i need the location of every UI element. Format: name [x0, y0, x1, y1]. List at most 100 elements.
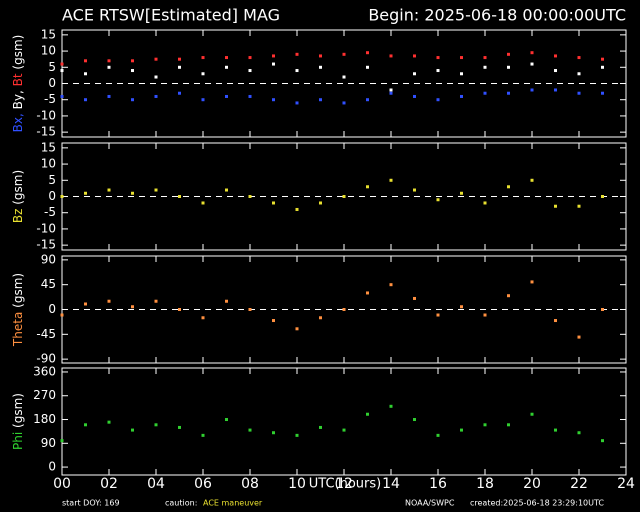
x-tick-label: 18 [476, 476, 494, 492]
data-point [248, 69, 252, 73]
data-point [248, 56, 252, 60]
data-point [178, 425, 181, 429]
data-point [84, 59, 87, 63]
data-point [60, 439, 64, 443]
data-point [201, 98, 205, 102]
data-point [60, 62, 64, 66]
data-point [507, 65, 510, 69]
y-tick-label: -10 [36, 108, 56, 122]
data-point [154, 57, 158, 61]
data-point [507, 52, 510, 56]
data-point [225, 299, 228, 303]
data-point [295, 327, 299, 331]
data-point [436, 98, 440, 102]
y-tick-label: 0 [48, 460, 56, 474]
data-point [60, 69, 64, 73]
data-point [577, 431, 581, 435]
data-point [295, 433, 299, 437]
data-point [295, 207, 299, 211]
data-point [178, 57, 181, 61]
y-tick-label: 90 [41, 252, 56, 266]
y-tick-label: 10 [41, 157, 56, 171]
legend-entry: Bz [11, 209, 25, 224]
data-point [272, 98, 275, 102]
y-axis-label: Phi (gsm) [11, 393, 25, 450]
data-point [178, 308, 181, 311]
data-point [319, 54, 322, 58]
legend-entry: Phi [11, 432, 25, 450]
data-point [131, 305, 134, 309]
x-tick-label: 20 [523, 476, 541, 492]
x-tick-label: 16 [429, 476, 447, 492]
y-axis-label: Bx, By, Bt (gsm) [11, 35, 25, 133]
data-point [131, 191, 134, 195]
data-point [413, 188, 416, 192]
y-axis-unit: (gsm) [11, 393, 25, 428]
y-tick-label: 180 [33, 412, 56, 426]
data-point [366, 65, 369, 69]
data-point [554, 54, 557, 58]
y-tick-label: 360 [33, 364, 56, 378]
data-point [460, 72, 463, 76]
data-point [601, 439, 604, 443]
data-point [201, 72, 205, 76]
data-point [131, 98, 134, 102]
data-point [577, 335, 581, 339]
data-point [507, 91, 510, 95]
data-point [460, 56, 463, 60]
y-tick-label: 15 [41, 27, 56, 41]
data-point [295, 69, 299, 73]
x-tick-label: 14 [382, 476, 400, 492]
data-point [272, 431, 275, 435]
y-tick-label: 5 [48, 173, 56, 187]
data-point [460, 428, 463, 432]
y-tick-label: -45 [36, 327, 56, 341]
y-tick-label: -5 [44, 205, 56, 219]
data-point [389, 88, 393, 92]
data-point [530, 62, 534, 66]
data-point [60, 94, 64, 98]
data-point [507, 185, 510, 189]
data-point [84, 72, 87, 76]
y-axis-unit: (gsm) [11, 35, 25, 70]
x-tick-label: 06 [194, 476, 212, 492]
y-tick-label: 0 [48, 189, 56, 203]
data-point [554, 319, 557, 323]
data-point [225, 188, 228, 192]
data-point [530, 178, 534, 182]
data-point [225, 418, 228, 422]
data-point [601, 57, 604, 61]
y-tick-label: 90 [41, 436, 56, 450]
data-point [319, 316, 322, 320]
begin-time: Begin: 2025-06-18 00:00:00UTC [368, 6, 626, 25]
data-point [178, 91, 181, 95]
data-point [84, 302, 87, 306]
y-tick-label: -90 [36, 352, 56, 366]
title: ACE RTSW[Estimated] MAG [62, 6, 280, 25]
data-point [342, 308, 346, 311]
data-point [154, 423, 158, 427]
y-tick-label: 270 [33, 388, 56, 402]
data-point [436, 69, 440, 73]
data-point [601, 308, 604, 311]
x-tick-label: 10 [288, 476, 306, 492]
data-point [366, 412, 369, 416]
maneuver: ACE maneuver [203, 499, 263, 508]
data-point [225, 94, 228, 98]
data-point [295, 52, 299, 56]
data-point [272, 319, 275, 323]
data-point [248, 428, 252, 432]
source: NOAA/SWPC [405, 499, 455, 508]
data-point [436, 56, 440, 60]
legend-entry: Bx, [11, 113, 25, 132]
data-point [319, 98, 322, 102]
y-tick-label: 10 [41, 44, 56, 58]
legend-entry: Bt [11, 73, 25, 86]
data-point [366, 98, 369, 102]
data-point [554, 88, 557, 92]
data-point [272, 62, 275, 66]
data-point [248, 308, 252, 311]
x-tick-label: 22 [570, 476, 588, 492]
data-point [389, 404, 393, 408]
data-point [178, 65, 181, 69]
